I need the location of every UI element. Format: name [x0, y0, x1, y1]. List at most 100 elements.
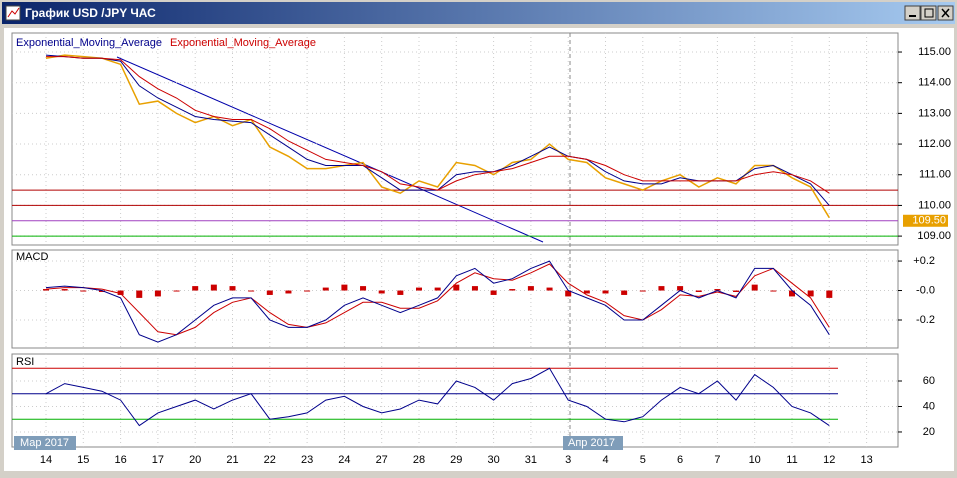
y-tick-label: 40	[923, 400, 935, 412]
histogram-bar	[341, 284, 348, 291]
histogram-bar	[266, 290, 273, 295]
x-tick-label: 20	[189, 454, 201, 466]
histogram-bar	[770, 290, 777, 292]
series-line	[45, 54, 830, 219]
histogram-bar	[43, 289, 49, 291]
histogram-bar	[117, 290, 124, 295]
window-buttons	[904, 5, 954, 21]
y-tick-label: 110.00	[918, 199, 951, 211]
histogram-bar	[658, 286, 665, 291]
y-tick-label: 112.00	[918, 138, 951, 150]
histogram-bar	[527, 286, 534, 291]
series-line	[46, 56, 830, 194]
x-tick-label: 24	[338, 454, 350, 466]
histogram-bar	[565, 290, 572, 297]
histogram-bar	[154, 290, 161, 297]
histogram-bar	[509, 289, 516, 291]
app-icon	[5, 5, 21, 21]
histogram-bar	[807, 290, 814, 297]
macd-panel	[11, 249, 899, 349]
x-tick-label: 23	[301, 454, 313, 466]
month-badge	[563, 436, 623, 450]
histogram-bar	[98, 290, 105, 292]
histogram-bar	[285, 290, 292, 294]
y-tick-label: 109.00	[917, 230, 951, 242]
x-tick-label: 16	[114, 454, 126, 466]
y-tick-label: +0.2	[913, 255, 935, 267]
histogram-bar	[490, 290, 497, 295]
x-tick-label: 15	[77, 454, 89, 466]
histogram-bar	[80, 290, 87, 292]
histogram-bar	[192, 286, 199, 291]
histogram-bar	[173, 290, 180, 292]
x-tick-label: 6	[677, 454, 683, 466]
x-tick-label: 11	[786, 454, 797, 466]
histogram-bar	[360, 286, 367, 291]
histogram-bar	[136, 290, 143, 298]
histogram-bar	[789, 290, 795, 297]
y-tick-label: 20	[923, 426, 935, 438]
x-tick-label: 13	[860, 454, 872, 466]
histogram-bar	[434, 287, 441, 291]
histogram-bar	[248, 290, 255, 292]
histogram-bar	[546, 287, 553, 291]
x-tick-label: 4	[602, 454, 608, 466]
app-icon-glyph	[7, 7, 20, 18]
histogram-bar	[304, 290, 311, 292]
histogram-bar	[751, 284, 758, 291]
x-tick-label: 29	[450, 454, 462, 466]
series-line	[45, 260, 830, 343]
histogram-bar	[210, 284, 217, 291]
histogram-bar	[378, 290, 385, 294]
month-badge	[14, 436, 76, 450]
histogram-bar	[471, 286, 478, 291]
x-tick-label: 28	[413, 454, 425, 466]
y-tick-label: 60	[923, 375, 935, 387]
rsi-panel	[11, 353, 899, 448]
icon	[924, 8, 934, 18]
histogram-bar	[639, 290, 646, 292]
x-tick-label: 30	[487, 454, 499, 466]
y-tick-label: 114.00	[918, 77, 951, 89]
x-tick-label: 14	[40, 454, 52, 466]
histogram-bar	[453, 284, 460, 291]
histogram-bar	[583, 290, 590, 294]
x-tick-label: 21	[226, 454, 238, 466]
histogram-bar	[677, 286, 684, 291]
histogram-bar	[733, 290, 740, 292]
panel-title: RSI	[16, 356, 34, 368]
x-tick-label: 22	[264, 454, 276, 466]
trendline	[116, 56, 544, 243]
plots: 14 15 16 17 20 21 22 23 24 27 28 29 30 31 3 4 5 6 7 10 11 12 1…	[12, 33, 951, 466]
x-tick-label: 17	[152, 454, 164, 466]
legend-entry: Exponential_Moving_Average	[170, 37, 316, 49]
panel-title: MACD	[16, 251, 48, 263]
title-bar	[2, 2, 955, 24]
histogram-bar	[695, 290, 702, 292]
histogram-bar	[322, 287, 329, 291]
series-line	[45, 367, 830, 427]
x-tick-label: 7	[714, 454, 720, 466]
y-tick-label: 111.00	[919, 169, 951, 181]
y-tick-label: -0.2	[916, 314, 935, 326]
price-panel	[11, 32, 899, 246]
x-tick-label: 12	[823, 454, 835, 466]
month-label: Апр 2017	[568, 437, 615, 449]
histogram-bar	[714, 289, 721, 291]
month-label: Мар 2017	[20, 437, 69, 449]
histogram-bar	[602, 290, 609, 294]
histogram-bar	[229, 286, 236, 291]
maximize-button[interactable]	[920, 5, 937, 21]
histogram-bar	[416, 287, 422, 291]
histogram-bar	[397, 290, 404, 295]
x-tick-label: 31	[525, 454, 537, 466]
last-price-box	[903, 214, 948, 227]
histogram-bar	[61, 289, 68, 291]
y-tick-label: -0.0	[916, 284, 935, 296]
y-tick-label: 113.00	[918, 107, 951, 119]
x-tick-label: 10	[749, 454, 761, 466]
minimize-button[interactable]	[904, 5, 921, 21]
legend-entry: Exponential_Moving_Average	[16, 37, 162, 49]
